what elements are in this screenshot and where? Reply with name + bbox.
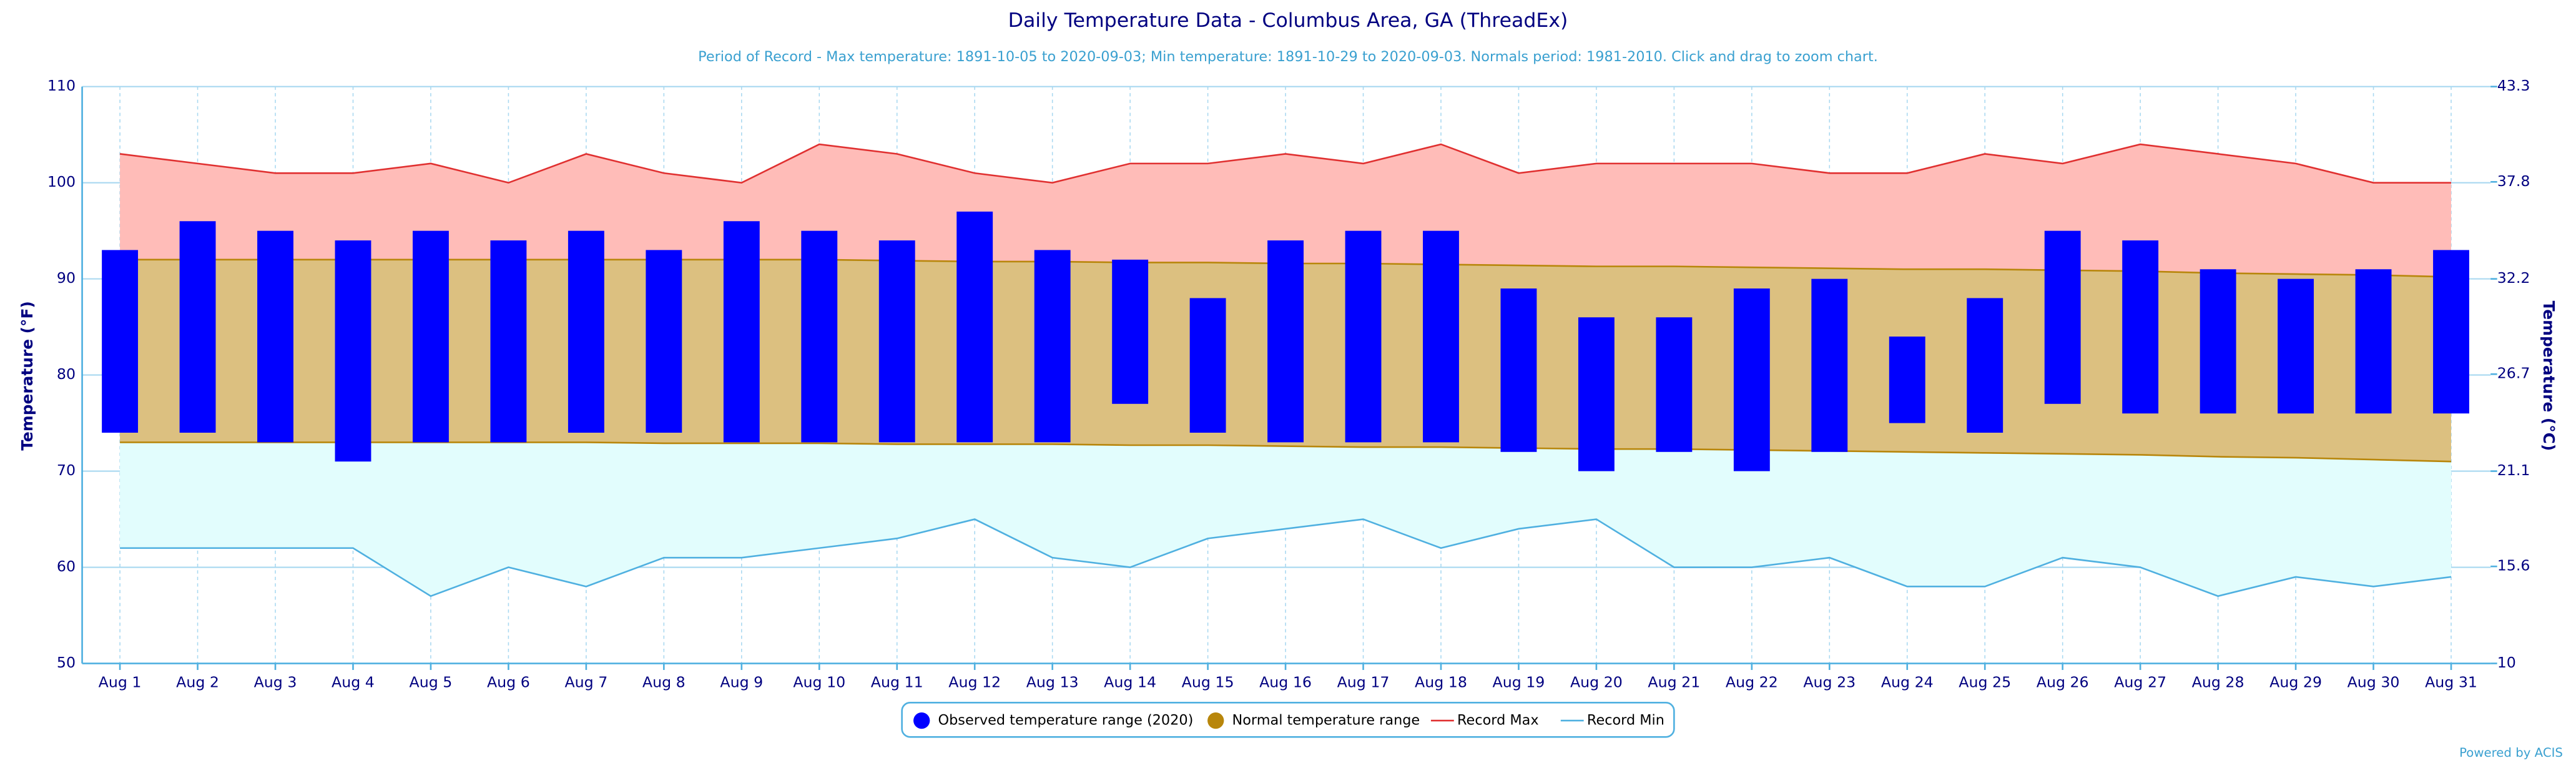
observed-bar: [257, 230, 293, 443]
area-band: [120, 144, 2452, 277]
x-tick-label: Aug 16: [1259, 673, 1312, 691]
record-max-line: [119, 143, 2452, 184]
y2-tick-label: 26.7: [2497, 365, 2530, 382]
observed-bar: [801, 230, 838, 443]
observed-bar: [1656, 317, 1693, 452]
y-tick-label: 90: [57, 269, 76, 287]
observed-bar: [335, 240, 371, 462]
observed-bar: [723, 221, 760, 443]
observed-bar: [1423, 230, 1459, 443]
x-tick-label: Aug 1: [99, 673, 142, 691]
x-tick-label: Aug 9: [720, 673, 763, 691]
observed-bar: [1267, 240, 1304, 443]
observed-bar: [956, 211, 993, 443]
chart-subtitle: Period of Record - Max temperature: 1891…: [698, 49, 1878, 65]
observed-bar: [413, 230, 449, 443]
observed-bar: [1112, 259, 1149, 404]
x-tick-label: Aug 14: [1104, 673, 1156, 691]
observed-bar: [2355, 269, 2392, 414]
legend-box: [901, 702, 1675, 738]
credit: Powered by ACIS: [2459, 746, 2563, 760]
observed-bar: [2200, 269, 2236, 414]
x-tick-label: Aug 18: [1415, 673, 1467, 691]
x-tick-label: Aug 28: [2192, 673, 2244, 691]
y-tick-label: 70: [57, 461, 76, 479]
observed-bar: [1034, 250, 1071, 443]
y2-tick-label: 43.3: [2497, 77, 2530, 94]
y-tick-label: 100: [47, 173, 76, 190]
observed-bar: [1889, 337, 1925, 423]
x-tick-label: Aug 26: [2037, 673, 2089, 691]
x-tick-label: Aug 12: [948, 673, 1001, 691]
observed-bar: [646, 250, 682, 433]
x-tick-label: Aug 22: [1726, 673, 1778, 691]
observed-bar: [179, 221, 216, 433]
y2-tick-label: 15.6: [2497, 557, 2530, 574]
y-tick-label: 80: [57, 365, 76, 383]
observed-bar: [1733, 288, 1770, 471]
x-tick-label: Aug 10: [793, 673, 845, 691]
observed-bar: [2044, 230, 2081, 404]
legend-label: Record Max: [1457, 712, 1539, 729]
legend-marker: [913, 712, 930, 729]
legend-label: Normal temperature range: [1232, 712, 1420, 729]
x-tick-label: Aug 24: [1881, 673, 1934, 691]
y-tick-label: 60: [57, 558, 76, 575]
legend-marker: [1207, 712, 1224, 729]
observed-bar: [878, 240, 915, 443]
x-tick-label: Aug 4: [332, 673, 375, 691]
x-tick-label: Aug 27: [2114, 673, 2166, 691]
y2-tick-label: 10: [2497, 654, 2516, 671]
x-tick-label: Aug 8: [642, 673, 686, 691]
x-tick-label: Aug 30: [2347, 673, 2400, 691]
x-tick-label: Aug 29: [2269, 673, 2322, 691]
x-tick-label: Aug 17: [1337, 673, 1390, 691]
observed-bar: [1500, 288, 1537, 452]
x-tick-label: Aug 2: [176, 673, 219, 691]
observed-bar: [490, 240, 527, 443]
observed-bar: [2122, 240, 2159, 414]
y2-tick-label: 32.2: [2497, 269, 2530, 287]
y-tick-label: 110: [47, 77, 76, 94]
observed-bar: [568, 230, 604, 433]
observed-bar: [2278, 278, 2314, 414]
x-tick-label: Aug 3: [254, 673, 297, 691]
observed-bar: [1578, 317, 1615, 471]
x-tick-label: Aug 21: [1648, 673, 1700, 691]
y-axis-label: Temperature (°F): [18, 301, 36, 450]
observed-bar: [2433, 250, 2469, 414]
observed-bar: [1811, 278, 1848, 452]
observed-bar: [102, 250, 139, 433]
x-tick-label: Aug 19: [1493, 673, 1545, 691]
x-tick-label: Aug 5: [410, 673, 453, 691]
x-tick-label: Aug 15: [1182, 673, 1234, 691]
x-tick-label: Aug 31: [2425, 673, 2477, 691]
observed-bar: [1345, 230, 1382, 443]
area-band: [120, 442, 2452, 596]
x-tick-label: Aug 25: [1959, 673, 2011, 691]
x-tick-label: Aug 20: [1570, 673, 1623, 691]
record-min-line: [120, 518, 2452, 598]
x-tick-label: Aug 7: [564, 673, 607, 691]
y2-axis-label: Temperature (°C): [2540, 301, 2558, 451]
legend-label: Record Min: [1587, 712, 1664, 729]
observed-bar: [1967, 298, 2003, 433]
y2-tick-label: 37.8: [2497, 172, 2530, 190]
x-tick-label: Aug 6: [487, 673, 530, 691]
x-tick-label: Aug 13: [1026, 673, 1079, 691]
chart-title: Daily Temperature Data - Columbus Area, …: [1008, 9, 1568, 32]
observed-bar: [1189, 298, 1226, 433]
x-tick-label: Aug 23: [1803, 673, 1856, 691]
y-tick-label: 50: [57, 654, 76, 671]
y2-tick-label: 21.1: [2497, 461, 2530, 479]
x-tick-label: Aug 11: [871, 673, 923, 691]
legend-label: Observed temperature range (2020): [938, 712, 1194, 729]
